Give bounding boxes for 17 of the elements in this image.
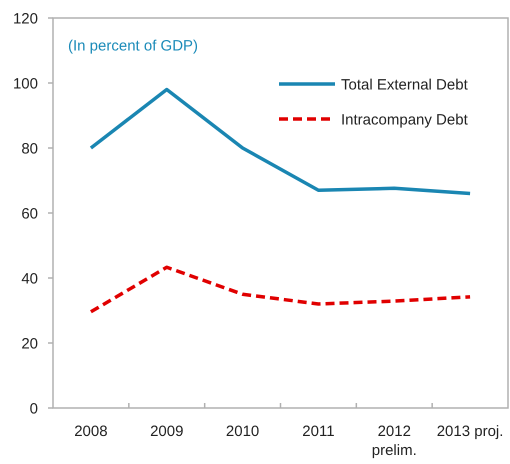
x-tick-label: 2010 [226, 423, 260, 440]
line-series [89, 266, 472, 314]
y-tick-label: 0 [30, 400, 38, 418]
x-tick-label: 2012 prelim. [372, 423, 417, 459]
x-tick-label: 2011 [302, 423, 335, 440]
text: (In percent of GDP) [68, 37, 198, 54]
y-tick-label: 100 [12, 75, 38, 92]
legend-label: Total External Debt [341, 76, 469, 94]
y-tick-label: 80 [21, 140, 38, 158]
y-tick-label: 40 [21, 270, 38, 288]
legend-label: Intracompany Debt [341, 111, 469, 128]
x-tick-label: 2009 [150, 423, 184, 440]
y-tick-label: 20 [21, 335, 38, 352]
x-tick-label: 2013 proj. [436, 423, 504, 440]
y-tick-label: 60 [21, 205, 38, 222]
x-tick-label: 2008 [74, 423, 108, 440]
y-tick-label: 120 [12, 10, 38, 28]
